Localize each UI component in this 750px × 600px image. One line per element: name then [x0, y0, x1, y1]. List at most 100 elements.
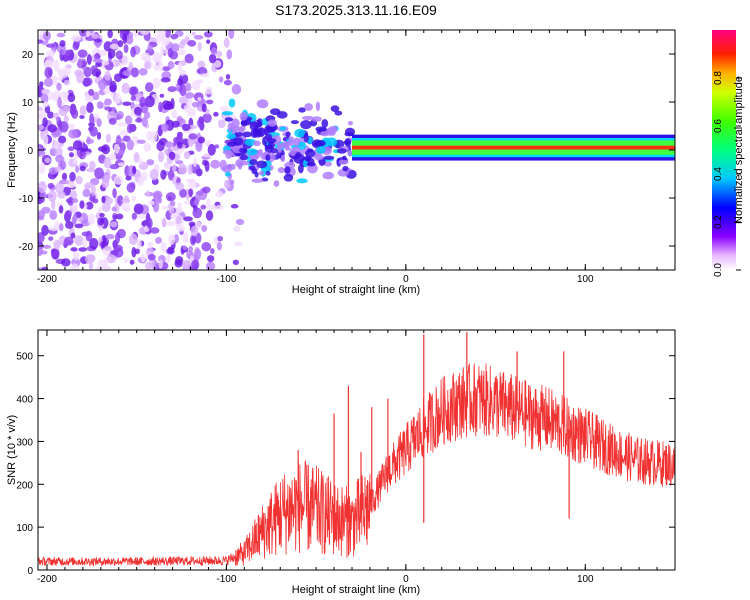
onset-blob	[244, 138, 257, 146]
noise-blob	[160, 123, 169, 132]
noise-blob	[187, 40, 197, 47]
noise-blob	[113, 143, 120, 154]
onset-blob	[225, 150, 232, 159]
noise-blob	[68, 123, 75, 130]
noise-blob	[86, 136, 91, 145]
noise-blob	[86, 102, 94, 114]
noise-blob	[69, 171, 76, 182]
noise-blob	[130, 95, 137, 102]
noise-blob	[49, 226, 58, 232]
spectrogram-x-tick-label: 100	[577, 274, 594, 285]
spectrogram-x-tick-label: 0	[403, 274, 409, 285]
noise-blob	[122, 101, 132, 106]
noise-blob	[61, 172, 68, 181]
noise-blob	[140, 30, 150, 36]
noise-blob	[138, 68, 148, 76]
noise-blob	[149, 227, 160, 234]
noise-blob	[218, 76, 224, 83]
onset-blob	[279, 142, 290, 149]
noise-blob	[88, 160, 96, 170]
noise-blob	[182, 245, 187, 251]
noise-blob	[121, 82, 130, 94]
noise-blob	[188, 178, 197, 190]
onset-blob	[256, 99, 269, 109]
noise-blob	[223, 179, 231, 189]
noise-blob	[96, 101, 104, 110]
spectrogram-y-tick-label: 0	[27, 146, 33, 157]
onset-blob	[296, 178, 308, 184]
noise-blob	[217, 119, 226, 129]
noise-blob	[84, 254, 95, 264]
noise-blob	[97, 217, 105, 226]
onset-blob	[344, 138, 352, 147]
noise-blob	[71, 108, 79, 119]
onset-blob	[239, 147, 248, 153]
noise-blob	[179, 84, 187, 97]
noise-blob	[117, 195, 124, 207]
noise-blob	[65, 221, 74, 229]
onset-blob	[334, 110, 343, 116]
noise-blob	[79, 151, 87, 156]
noise-blob	[123, 195, 130, 202]
noise-blob	[193, 34, 204, 40]
noise-blob	[86, 167, 96, 173]
noise-blob	[190, 225, 199, 237]
noise-blob	[233, 225, 241, 232]
noise-blob	[52, 249, 60, 258]
noise-blob	[223, 37, 230, 48]
noise-blob	[157, 30, 166, 39]
noise-blob	[144, 95, 155, 108]
noise-blob	[230, 203, 239, 209]
noise-blob	[59, 40, 66, 47]
noise-blob	[75, 165, 80, 173]
noise-blob	[168, 207, 175, 214]
noise-blob	[171, 146, 179, 151]
colorbar-axes: 0.0 0.2 0.4 0.6 0.8	[713, 71, 741, 277]
noise-blob	[74, 235, 84, 246]
noise-blob	[68, 129, 78, 139]
onset-blob	[347, 149, 353, 157]
noise-blob	[207, 144, 216, 156]
noise-blob	[223, 79, 232, 86]
noise-blob	[72, 140, 83, 151]
noise-blob	[101, 195, 106, 204]
signal-band-core	[352, 145, 675, 150]
noise-blob	[41, 266, 49, 270]
noise-blob	[104, 98, 112, 106]
snr-x-tick-label: -100	[216, 574, 236, 585]
noise-blob	[126, 139, 134, 151]
noise-blob	[53, 140, 60, 150]
noise-blob	[104, 174, 111, 181]
noise-blob	[166, 220, 176, 227]
onset-blob	[280, 154, 286, 163]
noise-blob	[131, 212, 138, 220]
noise-blob	[63, 115, 69, 123]
noise-blob	[192, 207, 203, 219]
noise-blob	[201, 103, 207, 113]
noise-blob	[109, 80, 117, 93]
noise-blob	[201, 242, 212, 252]
noise-blob	[104, 106, 112, 111]
noise-blob	[92, 91, 100, 101]
noise-blob	[89, 237, 99, 250]
noise-blob	[118, 149, 125, 156]
noise-blob	[116, 228, 126, 239]
noise-blob	[44, 77, 54, 88]
onset-blob	[313, 154, 324, 161]
noise-blob	[105, 133, 112, 144]
noise-blob	[153, 192, 162, 202]
onset-blob	[284, 166, 291, 174]
onset-blob	[224, 171, 231, 177]
noise-blob	[203, 31, 213, 38]
noise-blob	[149, 130, 158, 143]
noise-blob	[207, 255, 215, 263]
noise-blob	[101, 60, 110, 66]
noise-blob	[49, 210, 58, 220]
noise-blob	[44, 67, 53, 79]
onset-blob	[320, 130, 330, 137]
noise-blob	[126, 182, 136, 193]
noise-blob	[170, 213, 177, 219]
noise-blob	[148, 200, 155, 206]
noise-blob	[41, 224, 49, 236]
noise-blob	[57, 68, 62, 76]
